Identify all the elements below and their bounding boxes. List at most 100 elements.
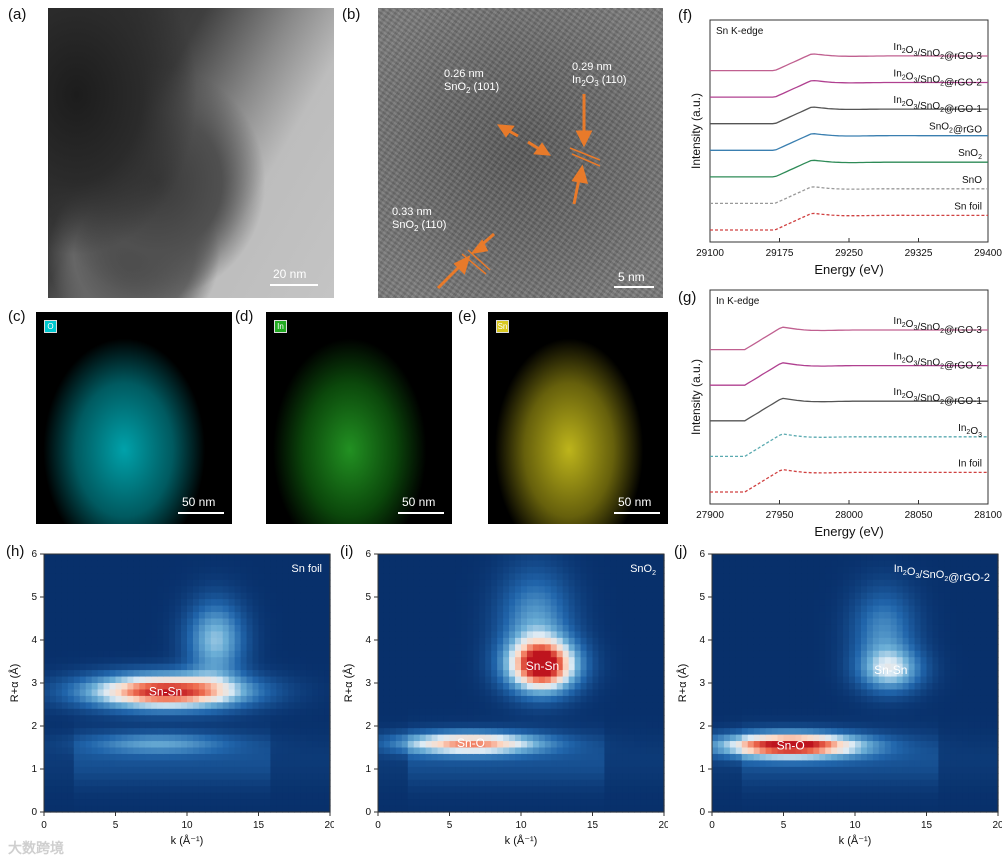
heatmap-cell (288, 657, 295, 665)
heatmap-cell (210, 605, 218, 613)
heatmap-cell (395, 670, 403, 678)
heatmap-cell (443, 799, 451, 807)
heatmap-cell (79, 728, 87, 736)
heatmap-cell (49, 773, 57, 781)
heatmap-cell (634, 753, 641, 761)
heatmap-cell (67, 702, 75, 710)
heatmap-cell (258, 560, 266, 568)
heatmap-cell (127, 734, 134, 742)
heatmap-cell (735, 631, 743, 639)
heatmap-cell (771, 702, 779, 710)
heatmap-cell (813, 760, 820, 768)
heatmap-cell (616, 579, 623, 587)
heatmap-cell (628, 721, 635, 729)
heatmap-cell (497, 676, 504, 684)
heatmap-cell (843, 721, 850, 729)
heatmap-cell (145, 695, 152, 703)
heatmap-cell (634, 786, 641, 794)
heatmap-cell (580, 618, 588, 626)
heatmap-cell (288, 560, 295, 568)
heatmap-cell (163, 779, 170, 787)
heatmap-cell (210, 663, 218, 671)
heatmap-cell (843, 612, 850, 620)
heatmap-cell (228, 792, 236, 800)
heatmap-cell (425, 637, 433, 645)
heatmap-cell (91, 773, 99, 781)
heatmap-cell (222, 708, 230, 716)
heatmap-cell (234, 650, 242, 658)
heatmap-cell (491, 721, 498, 729)
heatmap-cell (198, 721, 206, 729)
heatmap-cell (85, 650, 93, 658)
heatmap-cell (192, 683, 200, 691)
heatmap-cell (521, 676, 528, 684)
heatmap-cell (55, 644, 63, 652)
heatmap-cell (455, 663, 463, 671)
heatmap-cell (61, 573, 69, 581)
heatmap-cell (449, 753, 457, 761)
heatmap-cell (556, 766, 564, 774)
heatmap-cell (729, 799, 737, 807)
heatmap-cell (604, 708, 611, 716)
heatmap-cell (246, 644, 254, 652)
heatmap-cell (288, 689, 295, 697)
heatmap-cell (97, 670, 105, 678)
heatmap-cell (562, 689, 570, 697)
heatmap-cell (574, 644, 582, 652)
heatmap-cell (378, 586, 385, 594)
heatmap-cell (198, 689, 206, 697)
heatmap-cell (49, 753, 57, 761)
heatmap-cell (288, 766, 295, 774)
heatmap-cell (407, 747, 415, 755)
heatmap-cell (509, 799, 516, 807)
heatmap-cell (324, 663, 331, 671)
heatmap-cell (276, 586, 283, 594)
heatmap-cell (449, 599, 457, 607)
heatmap-cell (276, 753, 283, 761)
heatmap-cell (79, 766, 87, 774)
heatmap-cell (515, 605, 522, 613)
x-tick-label: 29175 (766, 248, 794, 259)
heatmap-cell (127, 586, 134, 594)
heatmap-cell (455, 773, 463, 781)
heatmap-cell (216, 554, 224, 562)
heatmap-cell (574, 637, 582, 645)
heatmap-cell (813, 670, 820, 678)
heatmap-cell (449, 637, 457, 645)
heatmap-cell (222, 624, 230, 632)
heatmap-cell (723, 663, 731, 671)
heatmap-cell (622, 766, 629, 774)
heatmap-cell (431, 753, 439, 761)
heatmap-cell (198, 779, 206, 787)
heatmap-cell (85, 624, 93, 632)
heatmap-cell (795, 695, 802, 703)
heatmap-cell (109, 747, 117, 755)
heatmap-cell (437, 663, 445, 671)
heatmap-cell (467, 760, 474, 768)
heatmap-cell (312, 560, 319, 568)
heatmap-cell (831, 663, 838, 671)
heatmap-cell (222, 612, 230, 620)
heatmap-cell (550, 676, 558, 684)
heatmap-cell (509, 676, 516, 684)
heatmap-cell (85, 773, 93, 781)
heatmap-cell (586, 663, 594, 671)
heatmap-cell (819, 560, 826, 568)
heatmap-cell (759, 566, 767, 574)
panel-letter-f: (f) (678, 7, 692, 24)
heatmap-cell (801, 631, 808, 639)
heatmap-cell (598, 734, 606, 742)
heatmap-cell (443, 683, 451, 691)
heatmap-cell (85, 702, 93, 710)
heatmap-cell (777, 766, 785, 774)
heatmap-cell (628, 566, 635, 574)
heatmap-cell (825, 715, 832, 723)
heatmap-cell (634, 760, 641, 768)
heatmap-cell (324, 573, 331, 581)
heatmap-cell (616, 605, 623, 613)
heatmap-cell (240, 592, 248, 600)
heatmap-cell (509, 573, 516, 581)
heatmap-cell (568, 592, 576, 600)
heatmap-cell (228, 721, 236, 729)
heatmap-cell (765, 734, 773, 742)
